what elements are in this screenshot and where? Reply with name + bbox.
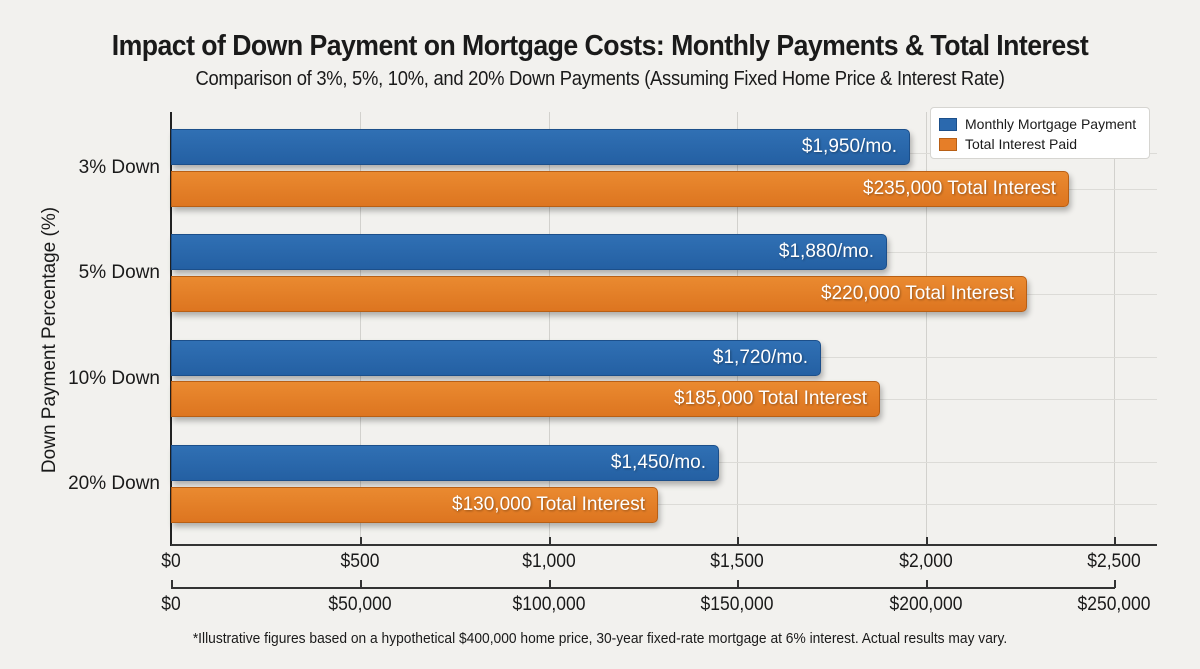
x-tick-label-interest: $50,000 — [328, 594, 392, 615]
y-axis-line — [170, 112, 172, 546]
bar-monthly-10pct: $1,720/mo. — [171, 340, 821, 376]
legend-label: Total Interest Paid — [965, 136, 1078, 152]
bar-value-label: $1,720/mo. — [712, 347, 808, 368]
x-tick-label-interest: $0 — [161, 594, 181, 615]
chart-title: Impact of Down Payment on Mortgage Costs… — [111, 30, 1089, 62]
legend-swatch-orange — [939, 137, 957, 151]
gridline-vertical — [737, 112, 738, 545]
x-tick-label-monthly: $1,000 — [522, 551, 576, 572]
x-tick-label-interest: $100,000 — [512, 594, 586, 615]
x-tick-label-monthly: $2,500 — [1087, 551, 1141, 572]
x-tick — [737, 537, 739, 545]
x-tick — [737, 580, 739, 588]
gridline-vertical — [1114, 112, 1115, 545]
legend-label: Monthly Mortgage Payment — [965, 116, 1137, 132]
x-axis-interest-line — [171, 587, 1115, 589]
x-tick-label-monthly: $1,500 — [710, 551, 764, 572]
bar-monthly-3pct: $1,950/mo. — [171, 129, 910, 165]
legend-item-interest: Total Interest Paid — [939, 134, 1141, 154]
bar-interest-20pct: $130,000 Total Interest — [171, 487, 658, 523]
footnote: *Illustrative figures based on a hypothe… — [192, 630, 1008, 647]
gridline-horizontal — [171, 504, 1157, 505]
chart-subtitle: Comparison of 3%, 5%, 10%, and 20% Down … — [195, 68, 1005, 90]
legend-item-monthly: Monthly Mortgage Payment — [939, 114, 1141, 134]
x-tick — [926, 537, 928, 545]
bar-interest-3pct: $235,000 Total Interest — [171, 171, 1069, 207]
bar-value-label: $185,000 Total Interest — [674, 388, 867, 409]
bar-interest-5pct: $220,000 Total Interest — [171, 276, 1027, 312]
x-tick-label-interest: $150,000 — [700, 594, 774, 615]
gridline-vertical — [360, 112, 361, 545]
x-tick-label-interest: $250,000 — [1077, 594, 1151, 615]
x-tick-label-monthly: $2,000 — [899, 551, 953, 572]
bar-value-label: $1,880/mo. — [778, 241, 874, 262]
bar-value-label: $1,950/mo. — [801, 136, 897, 157]
x-tick-label-monthly: $0 — [161, 551, 181, 572]
x-tick — [1114, 537, 1116, 545]
x-tick — [549, 537, 551, 545]
bar-monthly-20pct: $1,450/mo. — [171, 445, 719, 481]
y-axis-title: Down Payment Percentage (%) — [39, 206, 60, 474]
gridline-vertical — [549, 112, 550, 545]
legend-swatch-blue — [939, 117, 957, 131]
x-tick-label-monthly: $500 — [340, 551, 380, 572]
x-axis-monthly-line — [171, 544, 1157, 546]
bar-monthly-5pct: $1,880/mo. — [171, 234, 887, 270]
bar-value-label: $235,000 Total Interest — [863, 178, 1056, 199]
x-tick — [549, 580, 551, 588]
legend: Monthly Mortgage Payment Total Interest … — [930, 107, 1150, 159]
x-tick-label-interest: $200,000 — [889, 594, 963, 615]
x-tick — [360, 580, 362, 588]
gridline-vertical — [926, 112, 927, 545]
category-label: 20% Down — [68, 473, 160, 494]
bar-value-label: $1,450/mo. — [610, 452, 706, 473]
bar-value-label: $130,000 Total Interest — [452, 494, 645, 515]
category-label: 5% Down — [78, 262, 160, 283]
bar-value-label: $220,000 Total Interest — [821, 283, 1014, 304]
x-tick — [1114, 580, 1116, 588]
x-tick — [360, 537, 362, 545]
x-tick — [926, 580, 928, 588]
x-tick — [171, 580, 173, 588]
category-label: 3% Down — [78, 157, 160, 178]
bar-interest-10pct: $185,000 Total Interest — [171, 381, 880, 417]
category-label: 10% Down — [68, 368, 160, 389]
